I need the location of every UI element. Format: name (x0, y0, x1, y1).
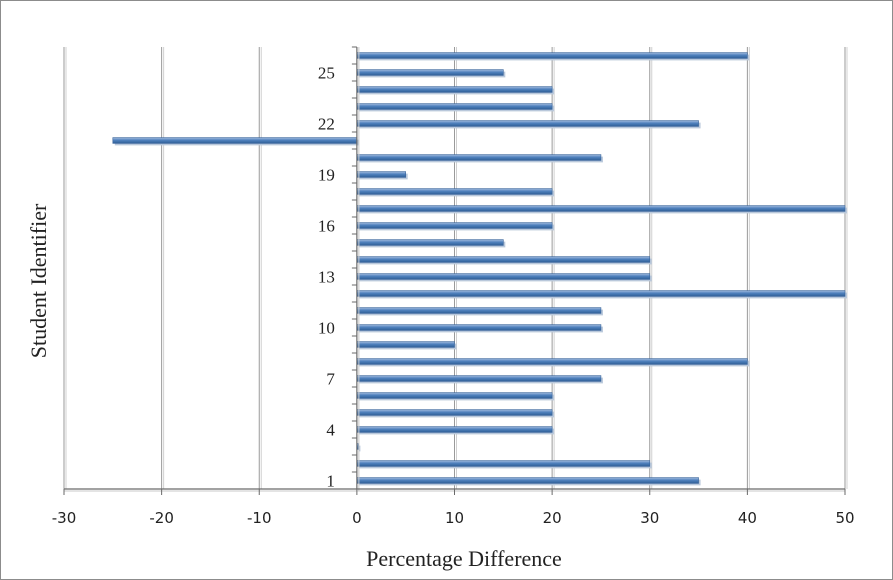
bar-student-11 (356, 307, 602, 314)
bar-student-19 (356, 171, 406, 178)
y-tick-label: 7 (326, 370, 335, 389)
bar-student-24 (356, 86, 553, 93)
bar-student-1 (356, 477, 699, 484)
y-tick-label: 22 (318, 115, 335, 134)
y-tick-label: 1 (326, 472, 335, 491)
bar-student-6 (356, 392, 553, 399)
bar-student-17 (356, 205, 846, 212)
bar-student-10 (356, 324, 602, 331)
x-tick-label: 10 (445, 509, 464, 527)
x-tick-label: 20 (543, 509, 562, 527)
y-tick-label: 4 (326, 421, 335, 440)
bar-student-26 (356, 52, 748, 59)
x-tick-label: -10 (247, 509, 272, 527)
bar-student-9 (356, 341, 455, 348)
bar-student-16 (356, 222, 553, 229)
gridlines (63, 47, 848, 489)
bar-student-7 (356, 375, 602, 382)
bar-student-21 (112, 137, 358, 144)
axes (63, 46, 846, 495)
x-tick-label: 40 (738, 509, 757, 527)
bar-student-2 (356, 460, 651, 467)
y-tick-label: 19 (318, 166, 335, 185)
bar-student-4 (356, 426, 553, 433)
y-tick-label: 13 (318, 268, 335, 287)
bar-student-22 (356, 120, 699, 127)
bar-student-20 (356, 154, 602, 161)
bar-student-25 (356, 69, 504, 76)
bar-student-5 (356, 409, 553, 416)
x-tick-label: 0 (352, 509, 362, 527)
bar-shadow (358, 445, 361, 452)
x-tick-labels: -30 -20 -10 0 10 20 30 40 50 (52, 509, 855, 527)
bar-student-15 (356, 239, 504, 246)
x-tick-label: 30 (640, 509, 659, 527)
x-tick-label: -20 (149, 509, 174, 527)
x-tick-label: 50 (835, 509, 854, 527)
bar-student-23 (356, 103, 553, 110)
y-axis-title: Student Identifier (26, 203, 51, 358)
bar-student-14 (356, 256, 651, 263)
bar-student-12 (356, 290, 846, 297)
x-axis-title: Percentage Difference (366, 546, 562, 571)
y-tick-labels: 1 4 7 10 13 16 19 22 25 (318, 64, 336, 491)
x-tick-label: -30 (52, 509, 77, 527)
bars (112, 52, 847, 486)
bar-student-8 (356, 358, 748, 365)
bar-student-18 (356, 188, 553, 195)
bar-student-13 (356, 273, 651, 280)
y-tick-label: 10 (318, 319, 335, 338)
y-tick-label: 25 (318, 64, 335, 83)
y-tick-label: 16 (318, 217, 335, 236)
